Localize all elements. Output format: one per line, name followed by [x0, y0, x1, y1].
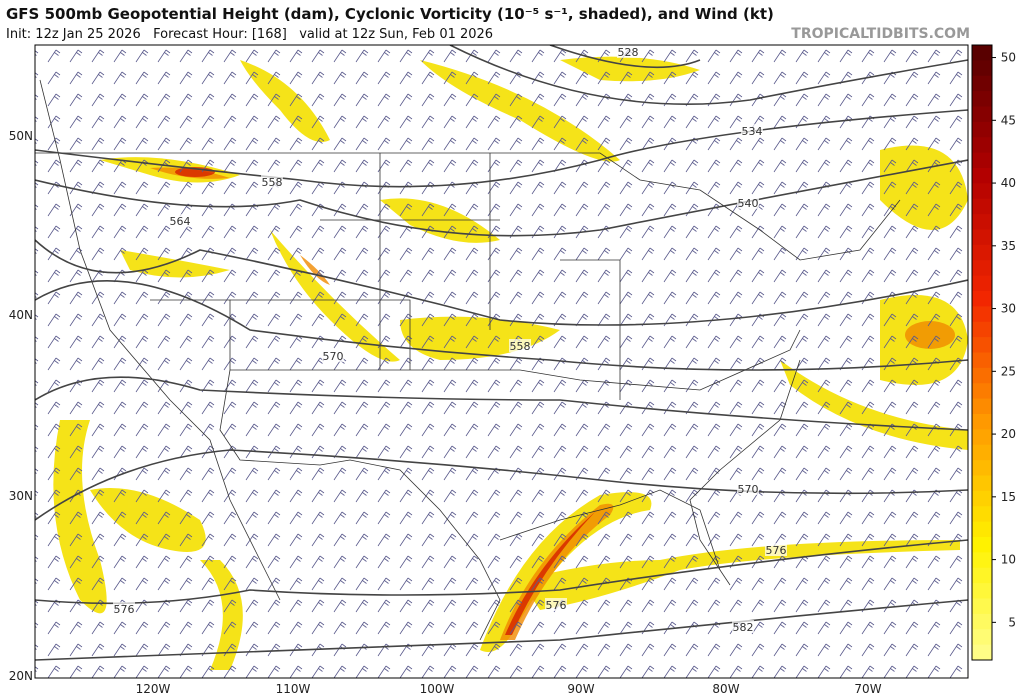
- lat-label: 30N: [9, 489, 33, 503]
- wind-barbs: [35, 45, 968, 678]
- lat-label: 50N: [9, 129, 33, 143]
- subtitle: Init: 12z Jan 25 2026 Forecast Hour: [16…: [6, 27, 493, 42]
- contour-label: 534: [742, 125, 763, 138]
- colorbar-tick-label: 15: [1001, 490, 1016, 504]
- colorbar-tick-label: 45: [1001, 113, 1016, 127]
- colorbar-tick-label: 50: [1001, 51, 1016, 65]
- colorbar-segment: [972, 75, 992, 92]
- colorbar-segment: [972, 583, 992, 599]
- contour-label: 570: [738, 483, 759, 496]
- lat-label: 20N: [9, 669, 33, 683]
- colorbar-segment: [972, 383, 992, 400]
- colorbar-tick-label: 20: [1001, 427, 1016, 441]
- contour-label-bg: [617, 45, 639, 58]
- colorbar-segment: [972, 321, 992, 338]
- colorbar-segment: [972, 460, 992, 476]
- colorbar-segment: [972, 60, 992, 77]
- site-watermark: TROPICALTIDBITS.COM: [791, 26, 970, 42]
- contour-label-bg: [545, 598, 567, 611]
- contour-label-bg: [261, 175, 283, 188]
- contour-label-bg: [322, 349, 344, 362]
- contour-labels: 528 534 540 558 564 570 558 570 576 576 576 582: [113, 45, 787, 634]
- colorbar-tick-label: 25: [1001, 364, 1016, 378]
- lon-label: 90W: [567, 682, 594, 696]
- contour-label: 558: [262, 176, 283, 189]
- colorbar-segment: [972, 137, 992, 154]
- colorbar-frame: [971, 44, 993, 661]
- contour-label-bg: [113, 602, 135, 615]
- colorbar-segment: [972, 506, 992, 523]
- contour-label: 564: [170, 215, 191, 228]
- colorbar-segment: [972, 475, 992, 492]
- colorbar-segment: [972, 598, 992, 615]
- contour-label: 582: [733, 621, 754, 634]
- contour-label: 576: [766, 544, 787, 557]
- colorbar-segment: [972, 91, 992, 107]
- colorbar-segment: [972, 629, 992, 646]
- colorbar-segment: [972, 291, 992, 307]
- lon-label: 110W: [276, 682, 311, 696]
- contour-label-bg: [732, 620, 754, 633]
- colorbar-segment: [972, 45, 992, 61]
- title: GFS 500mb Geopotential Height (dam), Cyc…: [6, 5, 774, 23]
- colorbar-segment: [972, 352, 992, 369]
- colorbar-segment: [972, 229, 992, 246]
- contour-label-bg: [169, 214, 191, 227]
- colorbar-segment: [972, 567, 992, 584]
- colorbar: 5 10 15 20 25 30 35 40 45 50: [971, 44, 1016, 661]
- colorbar-segment: [972, 367, 992, 384]
- colorbar-tick-label: 10: [1001, 553, 1016, 567]
- contour-label-bg: [741, 124, 763, 137]
- contour-label: 570: [323, 350, 344, 363]
- colorbar-segment: [972, 106, 992, 123]
- map: 528 534 540 558 564 570 558 570 576 576 576 582: [35, 45, 968, 678]
- colorbar-segment: [972, 244, 992, 261]
- colorbar-segment: [972, 490, 992, 507]
- contour-label-bg: [765, 543, 787, 556]
- colorbar-tick-label: 35: [1001, 239, 1016, 253]
- colorbar-tick-label: 30: [1001, 302, 1016, 316]
- lon-labels: 120W 110W 100W 90W 80W 70W: [136, 682, 882, 696]
- colorbar-segment: [972, 521, 992, 538]
- colorbar-segment: [972, 444, 992, 461]
- colorbar-segment: [972, 414, 992, 430]
- colorbar-segment: [972, 644, 992, 661]
- colorbar-segment: [972, 613, 992, 630]
- contour-label: 528: [618, 46, 639, 59]
- contour-label-bg: [737, 196, 759, 209]
- contour-label-bg: [509, 339, 531, 352]
- lat-labels: 50N 40N 30N 20N: [9, 129, 33, 683]
- colorbar-segment: [972, 214, 992, 230]
- colorbar-segment: [972, 552, 992, 569]
- contour-label: 558: [510, 340, 531, 353]
- colorbar-tick-label: 40: [1001, 176, 1016, 190]
- colorbar-segment: [972, 198, 992, 215]
- contour-label: 540: [738, 197, 759, 210]
- colorbar-segment: [972, 537, 992, 553]
- colorbar-segment: [972, 337, 992, 353]
- colorbar-segment: [972, 183, 992, 200]
- contour-label: 576: [546, 599, 567, 612]
- colorbar-segment: [972, 260, 992, 277]
- colorbar-segment: [972, 168, 992, 184]
- lon-label: 100W: [420, 682, 455, 696]
- map-frame: [34, 44, 969, 679]
- lat-label: 40N: [9, 308, 33, 322]
- colorbar-segment: [972, 398, 992, 415]
- lon-label: 120W: [136, 682, 171, 696]
- contour-label-bg: [737, 482, 759, 495]
- colorbar-segment: [972, 429, 992, 446]
- lon-label: 70W: [854, 682, 881, 696]
- colorbar-tick-label: 5: [1008, 615, 1016, 629]
- colorbar-segment: [972, 121, 992, 138]
- colorbar-segment: [972, 306, 992, 323]
- colorbar-segment: [972, 275, 992, 292]
- colorbar-segment: [972, 152, 992, 169]
- lon-label: 80W: [712, 682, 739, 696]
- contour-label: 576: [114, 603, 135, 616]
